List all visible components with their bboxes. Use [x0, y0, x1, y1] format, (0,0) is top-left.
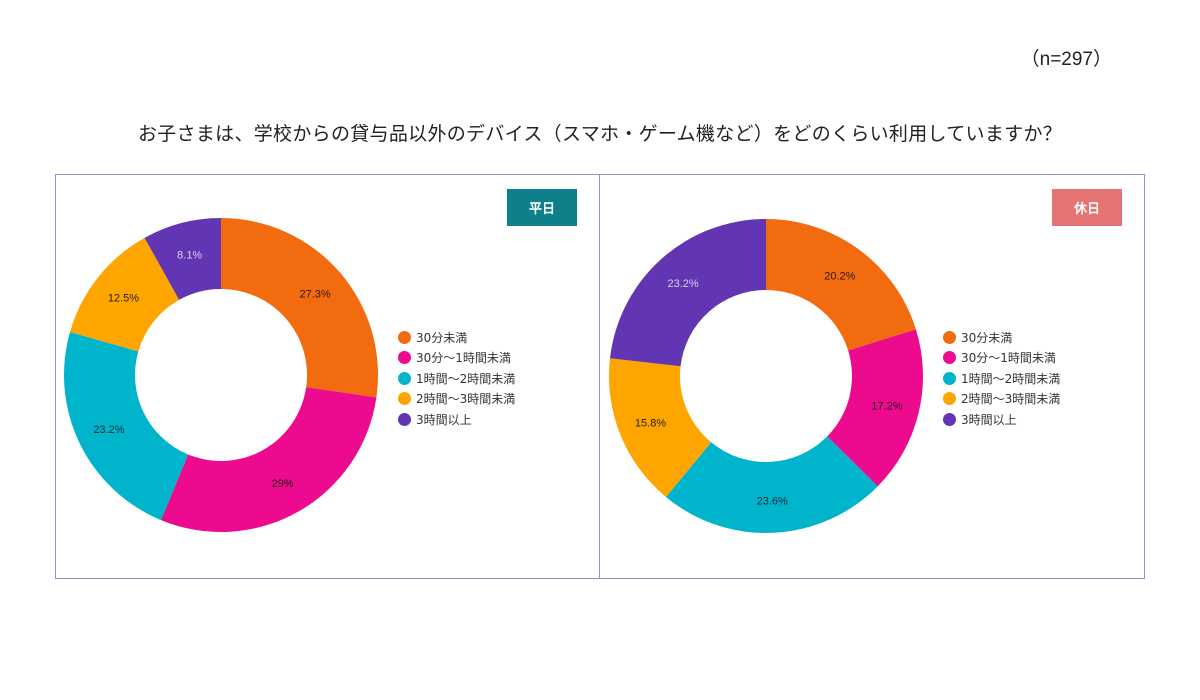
legend-dot-icon [943, 330, 956, 344]
legend-dot-icon [398, 330, 411, 344]
weekday-panel: 27.3% 29% 23.2% 12.5% 8.1% 平日 30分未満 30分〜1時間未… [56, 175, 599, 578]
slice-percentage-label: 27.3% [299, 288, 330, 300]
charts-frame [55, 174, 1145, 579]
weekday-badge: 平日 [507, 189, 577, 226]
slice-percentage-label: 12.5% [108, 293, 139, 305]
weekday-legend: 30分未満 30分〜1時間未満 1時間〜2時間未満 2時間〜3時間未満 3時間以… [398, 327, 515, 430]
donut-slice [221, 218, 379, 398]
slice-percentage-label: 17.2% [871, 400, 902, 412]
legend-item: 3時間以上 [398, 409, 515, 430]
slice-percentage-label: 23.2% [93, 424, 124, 436]
panel-divider [599, 174, 600, 578]
donut-slice [827, 329, 923, 487]
legend-label: 1時間〜2時間未満 [961, 371, 1061, 386]
legend-label: 2時間〜3時間未満 [416, 392, 516, 407]
sample-size-label: （n=297） [1020, 49, 1112, 70]
donut-slice [160, 387, 377, 532]
legend-dot-icon [398, 392, 411, 406]
legend-item: 3時間以上 [943, 409, 1060, 430]
legend-item: 30分未満 [943, 327, 1060, 348]
donut-slice [665, 436, 878, 533]
legend-dot-icon [943, 412, 956, 426]
legend-label: 3時間以上 [961, 412, 1017, 427]
slice-percentage-label: 15.8% [635, 418, 666, 430]
donut-slice [144, 218, 221, 300]
holiday-legend: 30分未満 30分〜1時間未満 1時間〜2時間未満 2時間〜3時間未満 3時間以… [943, 327, 1060, 430]
legend-item: 30分〜1時間未満 [398, 348, 515, 369]
slice-percentage-label: 8.1% [177, 250, 202, 262]
legend-dot-icon [943, 392, 956, 406]
weekday-donut-chart: 27.3% 29% 23.2% 12.5% 8.1% [64, 218, 379, 532]
slice-percentage-label: 20.2% [824, 271, 855, 283]
holiday-badge: 休日 [1052, 189, 1122, 226]
donut-slice [70, 237, 180, 352]
legend-item: 2時間〜3時間未満 [943, 389, 1060, 410]
legend-label: 1時間〜2時間未満 [416, 371, 516, 386]
legend-item: 30分未満 [398, 327, 515, 348]
legend-dot-icon [398, 412, 411, 426]
legend-label: 2時間〜3時間未満 [961, 392, 1061, 407]
legend-label: 3時間以上 [416, 412, 472, 427]
donut-slice [766, 219, 916, 351]
legend-item: 1時間〜2時間未満 [943, 368, 1060, 389]
survey-question-title: お子さまは、学校からの貸与品以外のデバイス（スマホ・ゲーム機など）をどのくらい利… [137, 123, 1063, 145]
legend-dot-icon [398, 351, 411, 365]
donut-slice [610, 219, 766, 367]
slice-percentage-label: 23.6% [757, 495, 788, 507]
legend-item: 30分〜1時間未満 [943, 348, 1060, 369]
holiday-panel: 20.2% 17.2% 23.6% 15.8% 23.2% 休日 30分未満 30分〜1… [600, 175, 1143, 578]
legend-item: 2時間〜3時間未満 [398, 389, 515, 410]
holiday-donut-chart: 20.2% 17.2% 23.6% 15.8% 23.2% [609, 219, 923, 533]
donut-slice [609, 358, 712, 497]
legend-dot-icon [398, 371, 411, 385]
legend-label: 30分未満 [961, 330, 1013, 345]
donut-slice [64, 331, 189, 521]
slice-percentage-label: 23.2% [667, 278, 698, 290]
legend-label: 30分〜1時間未満 [961, 351, 1056, 366]
legend-label: 30分未満 [416, 330, 468, 345]
slice-percentage-label: 29% [272, 478, 294, 490]
legend-item: 1時間〜2時間未満 [398, 368, 515, 389]
legend-label: 30分〜1時間未満 [416, 351, 511, 366]
legend-dot-icon [943, 371, 956, 385]
legend-dot-icon [943, 351, 956, 365]
